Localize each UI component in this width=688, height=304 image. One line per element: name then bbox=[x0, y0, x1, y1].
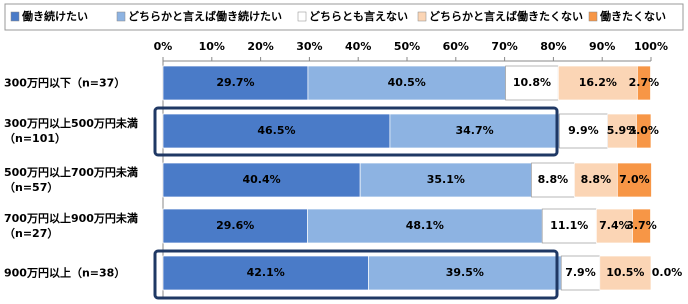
value-label: 48.1% bbox=[406, 219, 444, 232]
x-tick-label: 0% bbox=[154, 40, 173, 53]
bar-segment bbox=[595, 208, 633, 244]
bar-segment bbox=[531, 162, 575, 198]
legend-swatch bbox=[116, 11, 126, 22]
category-label: 700万円以上900万円未満 （n=27） bbox=[4, 212, 138, 240]
bar-segment bbox=[557, 65, 638, 101]
value-label: 3.7% bbox=[626, 219, 657, 232]
category-label: 900万円以上（n=38） bbox=[4, 266, 126, 280]
value-label: 5.9% bbox=[607, 124, 638, 137]
bar-segment bbox=[505, 65, 559, 101]
bar-segment bbox=[162, 208, 308, 244]
bar-segment bbox=[162, 162, 361, 198]
category-label: 300万円以下（n=37） bbox=[4, 76, 126, 90]
value-label: 40.4% bbox=[242, 173, 280, 186]
x-tick-label: 100% bbox=[634, 40, 668, 53]
legend-swatch bbox=[10, 11, 20, 22]
legend-label: どちらかと言えば働きたくない bbox=[429, 9, 583, 23]
value-label: 35.1% bbox=[427, 173, 465, 186]
value-label: 34.7% bbox=[456, 124, 494, 137]
value-label: 3.0% bbox=[628, 124, 659, 137]
value-label: 42.1% bbox=[247, 266, 285, 279]
value-label: 0.0% bbox=[652, 266, 683, 279]
x-tick-label: 50% bbox=[394, 40, 420, 53]
x-tick-label: 80% bbox=[540, 40, 566, 53]
legend-label: 働きたくない bbox=[599, 9, 666, 23]
bar-segment bbox=[162, 65, 309, 101]
bar-segment bbox=[616, 162, 652, 198]
value-label: 39.5% bbox=[446, 266, 484, 279]
bar-segment bbox=[307, 65, 506, 101]
bar-segment bbox=[162, 113, 391, 149]
value-label: 11.1% bbox=[550, 219, 588, 232]
value-label: 8.8% bbox=[581, 173, 612, 186]
x-tick-label: 10% bbox=[199, 40, 225, 53]
value-label: 10.8% bbox=[513, 76, 551, 89]
x-tick-label: 70% bbox=[491, 40, 517, 53]
value-label: 7.0% bbox=[619, 173, 650, 186]
bar-segment bbox=[574, 162, 618, 198]
legend-swatch bbox=[588, 11, 598, 22]
bar-segment bbox=[636, 65, 651, 101]
bar-segment bbox=[599, 255, 652, 291]
value-label: 10.5% bbox=[606, 266, 644, 279]
category-label: 500万円以上700万円未満 （n=57） bbox=[4, 166, 138, 194]
legend-label: どちらかと言えば働き続けたい bbox=[128, 9, 282, 23]
x-tick-label: 60% bbox=[443, 40, 469, 53]
value-label: 2.7% bbox=[629, 76, 660, 89]
x-tick-label: 30% bbox=[296, 40, 322, 53]
bar-segment bbox=[558, 113, 608, 149]
category-label: 300万円以上500万円未満 （n=101） bbox=[4, 117, 138, 145]
bar-segment bbox=[636, 113, 652, 149]
value-label: 9.9% bbox=[568, 124, 599, 137]
value-label: 46.5% bbox=[257, 124, 295, 137]
highlight-box bbox=[153, 249, 559, 300]
legend-swatch bbox=[417, 11, 427, 22]
value-label: 29.6% bbox=[216, 219, 254, 232]
value-label: 8.8% bbox=[538, 173, 569, 186]
bar-segment bbox=[307, 208, 543, 244]
highlight-box bbox=[153, 106, 559, 157]
bar-segment bbox=[632, 208, 651, 244]
bar-segment bbox=[162, 255, 369, 291]
bar-segment bbox=[607, 113, 637, 149]
bar-segment bbox=[560, 255, 601, 291]
value-label: 7.4% bbox=[599, 219, 630, 232]
x-tick-label: 90% bbox=[589, 40, 615, 53]
legend-swatch bbox=[297, 11, 307, 22]
value-label: 16.2% bbox=[579, 76, 617, 89]
bar-segment bbox=[389, 113, 560, 149]
value-label: 29.7% bbox=[216, 76, 254, 89]
value-label: 7.9% bbox=[565, 266, 596, 279]
x-tick-label: 20% bbox=[247, 40, 273, 53]
legend-label: 働き続けたい bbox=[21, 9, 88, 23]
bar-segment bbox=[359, 162, 532, 198]
legend-label: どちらとも言えない bbox=[309, 9, 408, 23]
x-tick-label: 40% bbox=[345, 40, 371, 53]
value-label: 40.5% bbox=[388, 76, 426, 89]
